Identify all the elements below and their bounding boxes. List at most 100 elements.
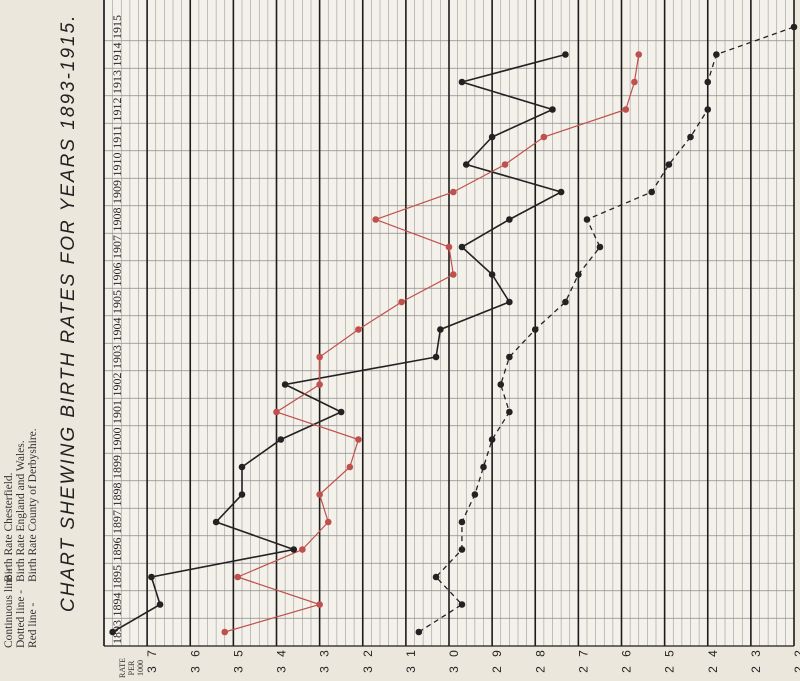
derbyshire-point [316,381,323,388]
year-tick-label: 1894 [110,593,124,617]
year-tick-label: 1912 [110,98,124,122]
derbyshire-point [501,161,509,168]
legend-desc: Birth Rate Chesterfield. [3,472,15,582]
year-tick-label: 1895 [110,565,124,589]
chesterfield-point [549,106,556,113]
year-tick-label: 1903 [110,345,124,369]
england-wales-point [506,408,513,416]
rate-tick-label: 3 2 [361,647,375,673]
legend-desc: Birth Rate County of Derbyshire. [27,428,39,582]
rate-tick-label: 2 8 [533,647,547,673]
legend-item-continuous: Continuous line -Birth Rate Chesterfield… [3,428,15,648]
rate-tick-label: 2 5 [663,647,677,673]
derbyshire-point [316,491,323,498]
year-tick-label: 1907 [110,235,124,259]
england-wales-point [531,326,539,333]
rate-tick-label: 3 5 [231,647,245,673]
rate-tick-label: 2 6 [620,647,634,673]
derbyshire-point [450,271,457,278]
year-tick-label: 1896 [110,538,124,562]
chesterfield-point [156,601,164,608]
rate-tick-label: 2 7 [576,647,590,673]
derbyshire-point [299,546,306,553]
legend: Continuous line -Birth Rate Chesterfield… [3,428,39,648]
rate-tick-label: 3 0 [447,647,461,673]
chesterfield-point [562,51,569,58]
derbyshire-point [631,78,638,86]
england-wales-point [575,271,582,278]
year-tick-label: 1893 [110,620,124,644]
chesterfield-point [238,491,246,498]
rate-tick-label: 2 3 [749,647,763,673]
derbyshire-point [316,353,323,361]
england-wales-point [704,106,712,113]
england-wales-point [506,353,513,361]
england-wales-point [488,436,496,443]
derbyshire-point [346,463,354,471]
derbyshire-point [445,243,453,251]
derbyshire-point [622,106,630,113]
chesterfield-point [458,243,466,251]
derbyshire-point [398,298,405,306]
england-wales-point [480,463,487,471]
year-tick-label: 1910 [110,153,124,177]
england-wales-point [562,298,569,306]
rate-tick-label: 2 9 [490,647,504,673]
chart-title: CHART SHEWING BIRTH RATES FOR YEARS 1893… [58,13,79,612]
england-wales-point [458,518,466,526]
year-tick-label: 1902 [110,373,124,397]
chesterfield-point [506,298,513,306]
derbyshire-point [372,216,379,223]
chesterfield-point [488,271,496,278]
england-wales-point [704,78,712,86]
england-wales-point [458,601,466,608]
chesterfield-point [148,573,155,581]
england-wales-point [687,133,694,141]
chesterfield-point [277,436,285,443]
chesterfield-point [212,518,220,526]
chesterfield-point [337,408,345,416]
chesterfield-point [109,628,116,636]
chesterfield-point [290,546,298,553]
year-tick-label: 1908 [110,208,124,232]
rate-axis-label-line: 1000 [136,660,145,676]
year-tick-label: 1898 [110,483,124,507]
rate-tick-label: 3 6 [188,647,202,673]
derbyshire-point [635,51,643,58]
year-tick-label: 1901 [110,400,124,424]
derbyshire-point [540,133,548,141]
chesterfield-point [281,381,289,388]
derbyshire-point [450,188,457,196]
chesterfield-point [462,161,470,168]
year-tick-label: 1899 [110,455,124,479]
england-wales-point [471,491,479,498]
rate-axis-label-line: RATE [118,658,127,678]
year-tick-label: 1915 [110,15,124,39]
year-tick-label: 1913 [110,70,124,94]
year-tick-label: 1904 [110,318,124,342]
derbyshire-point [324,518,332,526]
england-wales-point [432,573,440,581]
england-wales-point [713,51,720,58]
england-wales-point [648,188,655,196]
year-tick-label: 1905 [110,290,124,314]
rate-tick-labels: 3 7 3 6 3 5 3 4 3 3 3 2 3 1 3 0 2 9 2 8 2 7 2 6 2 5 2… [145,647,800,673]
rate-tick-label: 3 4 [275,647,289,673]
england-wales-point [790,23,798,31]
rate-tick-label: 3 3 [318,647,332,673]
rate-tick-label: 2 4 [706,647,720,673]
rate-tick-label: 3 1 [404,647,418,673]
legend-item-dotted: Dotted line - Birth Rate England and Wale… [15,428,27,648]
chesterfield-point [238,463,246,471]
derbyshire-line [224,54,640,633]
chesterfield-point [488,133,496,141]
chesterfield-point [557,188,565,196]
chesterfield-point [458,78,466,86]
legend-key: Dotted line - [15,589,27,648]
england-wales-point [415,628,423,636]
legend-item-red: Red line - Birth Rate County of Derbyshir… [27,428,39,648]
england-wales-point [596,243,604,251]
chesterfield-point [432,353,440,361]
england-wales-point [497,381,505,388]
year-tick-label: 1906 [110,263,124,287]
